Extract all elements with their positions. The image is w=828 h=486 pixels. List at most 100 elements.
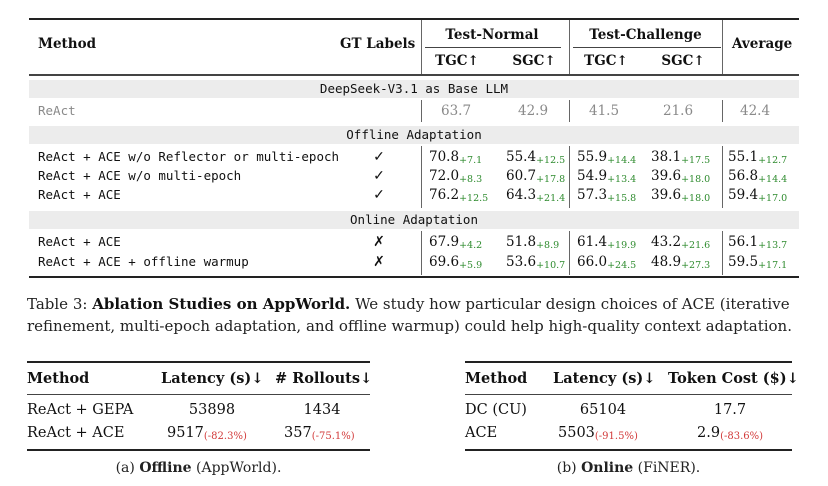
row-tc-sgc-cell: 39.6+18.0: [651, 186, 710, 208]
row-tc-tgc-delta: +13.4: [607, 174, 637, 185]
b-row2-cost-delta: (-83.6%): [720, 431, 764, 442]
row-tn-sgc-cell: 53.6+10.7: [506, 253, 565, 275]
row-avg-delta: +12.7: [758, 155, 788, 166]
subcaption-b: (b) Online (FiNER).: [465, 460, 792, 476]
row-gt-label: ✓: [373, 187, 385, 203]
row-tn-tgc-value: 69.6: [429, 254, 460, 270]
row-gt-label: ✓: [373, 149, 385, 165]
section-band-online: [29, 211, 799, 229]
row-tc-tgc-value: 61.4: [577, 234, 608, 250]
row-avg-value: 56.1: [728, 234, 759, 250]
row-tc-sgc-cell: 48.9+27.3: [651, 253, 710, 275]
row-tn-sgc-value: 51.8: [506, 234, 537, 250]
row-tc-tgc-cell: 54.9+13.4: [577, 167, 636, 189]
online-latency-table: Method Latency (s)↓ Token Cost ($)↓ DC (…: [465, 361, 799, 451]
row-tn-sgc-cell: 55.4+12.5: [506, 148, 565, 170]
row-avg-value: 56.8: [728, 168, 759, 184]
vsep-off-2: [569, 146, 570, 208]
row-tn-tgc-value: 70.8: [429, 149, 460, 165]
row-tn-tgc-cell: 70.8+7.1: [429, 148, 482, 170]
b-top-rule: [465, 361, 792, 363]
vsep-base-1: [421, 100, 422, 122]
a-row2-method: ReAct + ACE: [27, 425, 125, 441]
row-method: ReAct + ACE: [38, 187, 121, 202]
row-tn-tgc-delta: +8.3: [459, 174, 483, 185]
row-tc-sgc-delta: +21.6: [681, 240, 711, 251]
b-mid-rule: [465, 394, 792, 395]
row-tn-tgc-cell: 72.0+8.3: [429, 167, 482, 189]
a-row1-latency: 53898: [188, 402, 236, 418]
top-rule: [29, 18, 799, 20]
a-row2-rollouts-value: 357: [284, 425, 312, 441]
table-caption: Table 3: Ablation Studies on AppWorld. W…: [27, 293, 802, 337]
row-avg-delta: +17.0: [758, 193, 788, 204]
row-tc-sgc-value: 21.6: [663, 103, 694, 119]
b-caption-suffix: (FiNER).: [637, 460, 701, 476]
b-row2-latency-value: 5503: [558, 425, 595, 441]
row-tn-sgc-cell: 60.7+17.8: [506, 167, 565, 189]
header-tn-tgc: TGC↑: [435, 53, 479, 69]
row-tn-tgc-value: 63.7: [441, 103, 472, 119]
row-tn-sgc-delta: +10.7: [536, 260, 566, 271]
b-caption-prefix: (b): [556, 460, 577, 476]
a-row2-rollouts-delta: (-75.1%): [311, 431, 355, 442]
caption-title: Ablation Studies on AppWorld.: [92, 295, 351, 313]
a-header-latency: Latency (s)↓: [161, 370, 264, 387]
row-tn-tgc-cell: 76.2+12.5: [429, 186, 488, 208]
vsep-on-3: [722, 231, 723, 275]
row-avg-value: 55.1: [728, 149, 759, 165]
row-tn-sgc-cell: 64.3+21.4: [506, 186, 565, 208]
a-top-rule: [27, 361, 370, 363]
vsep-on-1: [421, 231, 422, 275]
a-header-method: Method: [27, 370, 90, 387]
rule-test-challenge: [573, 47, 721, 48]
row-avg-delta: +17.1: [758, 260, 788, 271]
a-row1-method: ReAct + GEPA: [27, 402, 134, 418]
a-row2-latency: 9517(-82.3%): [167, 424, 247, 446]
row-method: ReAct + ACE w/o multi-epoch: [38, 168, 242, 183]
row-tn-tgc-value: 72.0: [429, 168, 460, 184]
row-tc-tgc-delta: +15.8: [607, 193, 637, 204]
row-tc-tgc-cell: 57.3+15.8: [577, 186, 636, 208]
row-tn-sgc-value: 60.7: [506, 168, 537, 184]
row-tc-sgc-value: 43.2: [651, 234, 682, 250]
row-avg-delta: +13.7: [758, 240, 788, 251]
header-gt-labels: GT Labels: [340, 36, 416, 52]
row-method: ReAct + ACE: [38, 234, 121, 249]
row-tc-sgc-cell: 38.1+17.5: [651, 148, 710, 170]
header-tn-sgc: SGC↑: [512, 53, 556, 69]
row-tc-sgc-delta: +17.5: [681, 155, 711, 166]
vsep-2: [569, 20, 570, 74]
b-row1-method: DC (CU): [465, 402, 527, 418]
rule-test-normal: [425, 47, 561, 48]
row-tn-tgc-cell: 67.9+4.2: [429, 233, 482, 255]
a-row2-rollouts: 357(-75.1%): [284, 424, 355, 446]
section-band-base: [29, 80, 799, 98]
section-title-base: DeepSeek-V3.1 as Base LLM: [319, 81, 509, 96]
vsep-3: [722, 20, 723, 74]
bottom-rule: [29, 276, 799, 278]
row-tc-sgc-value: 39.6: [651, 168, 682, 184]
row-tc-sgc-delta: +18.0: [681, 193, 711, 204]
b-row2-cost-value: 2.9: [697, 425, 721, 441]
row-gt-label: ✗: [373, 234, 385, 250]
row-tc-tgc-value: 55.9: [577, 149, 608, 165]
row-tc-sgc-cell: 21.6: [663, 102, 693, 124]
row-tc-tgc-value: 41.5: [589, 103, 620, 119]
header-test-challenge: Test-Challenge: [589, 27, 702, 43]
caption-text: We study how particular design choices o…: [27, 295, 792, 335]
header-tc-sgc: SGC↑: [661, 53, 705, 69]
header-test-normal: Test-Normal: [445, 27, 539, 43]
a-caption-bold: Offline: [139, 460, 192, 476]
a-caption-suffix: (AppWorld).: [196, 460, 282, 476]
vsep-off-1: [421, 146, 422, 208]
a-row2-latency-value: 9517: [167, 425, 204, 441]
row-tc-tgc-value: 54.9: [577, 168, 608, 184]
a-mid-rule: [27, 394, 370, 395]
row-tc-sgc-cell: 39.6+18.0: [651, 167, 710, 189]
b-row1-latency: 65104: [579, 402, 627, 418]
vsep-base-3: [722, 100, 723, 122]
row-tn-sgc-value: 64.3: [506, 187, 537, 203]
row-tn-tgc-value: 67.9: [429, 234, 460, 250]
row-avg-cell: 59.4+17.0: [728, 186, 787, 208]
